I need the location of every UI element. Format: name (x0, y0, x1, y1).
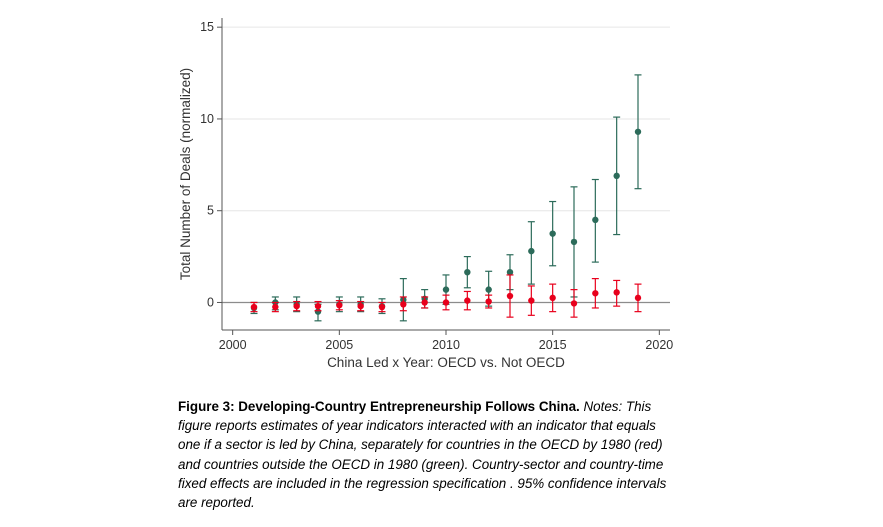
chart: 0 5 10 15 2000 2005 2010 2015 2020 China Led x Y… (178, 18, 673, 370)
data-point-series-2 (570, 300, 578, 307)
data-point-series-2 (592, 290, 599, 297)
data-point-series-2 (314, 302, 322, 310)
x-axis-title: China Led x Year: OECD vs. Not OECD (327, 355, 565, 370)
data-point-series-1 (528, 247, 535, 255)
data-point-series-1 (613, 172, 620, 180)
data-point-series-1 (464, 268, 471, 276)
y-axis-title: Total Number of Deals (normalized) (178, 68, 193, 280)
data-point-series-2 (272, 303, 279, 311)
figure-caption: Figure 3: Developing-Country Entrepreneu… (178, 397, 678, 512)
data-point-series-2 (442, 299, 450, 306)
data-point-series-1 (634, 128, 642, 135)
data-point-series-2 (250, 303, 258, 311)
caption-notes: Notes: This figure reports estimates of … (178, 399, 667, 511)
data-point-series-2 (506, 292, 514, 300)
data-point-series-2 (378, 303, 386, 311)
y-tick-label: 10 (200, 112, 214, 126)
y-tick-label: 15 (200, 20, 214, 34)
x-tick-label: 2005 (325, 338, 353, 352)
x-tick-label: 2000 (219, 338, 247, 352)
data-point-series-2 (634, 294, 642, 302)
data-point-series-2 (464, 297, 471, 304)
data-point-series-1 (314, 308, 322, 315)
x-tick-label: 2020 (645, 338, 673, 352)
data-point-series-1 (570, 238, 578, 246)
y-tick-label: 5 (207, 204, 214, 218)
data-point-series-2 (485, 298, 492, 305)
data-marks (250, 74, 642, 322)
data-point-series-2 (293, 302, 300, 310)
data-point-series-1 (442, 286, 450, 293)
x-tick-label: 2015 (539, 338, 567, 352)
data-point-series-1 (485, 286, 492, 293)
data-point-series-2 (613, 289, 620, 296)
data-point-series-2 (528, 297, 535, 304)
data-point-series-1 (549, 230, 556, 237)
x-tick-label: 2010 (432, 338, 460, 352)
gridlines (222, 26, 670, 304)
data-point-series-2 (357, 302, 364, 310)
data-point-series-2 (400, 301, 407, 308)
axes: 0 5 10 15 2000 2005 2010 2015 2020 (200, 18, 673, 352)
data-point-series-2 (336, 302, 343, 309)
y-tick-label: 0 (207, 295, 214, 309)
data-point-series-1 (506, 268, 514, 276)
data-point-series-1 (592, 216, 599, 224)
data-point-series-2 (421, 299, 428, 306)
caption-title: Figure 3: Developing-Country Entrepreneu… (178, 399, 580, 414)
data-point-series-2 (549, 294, 556, 302)
